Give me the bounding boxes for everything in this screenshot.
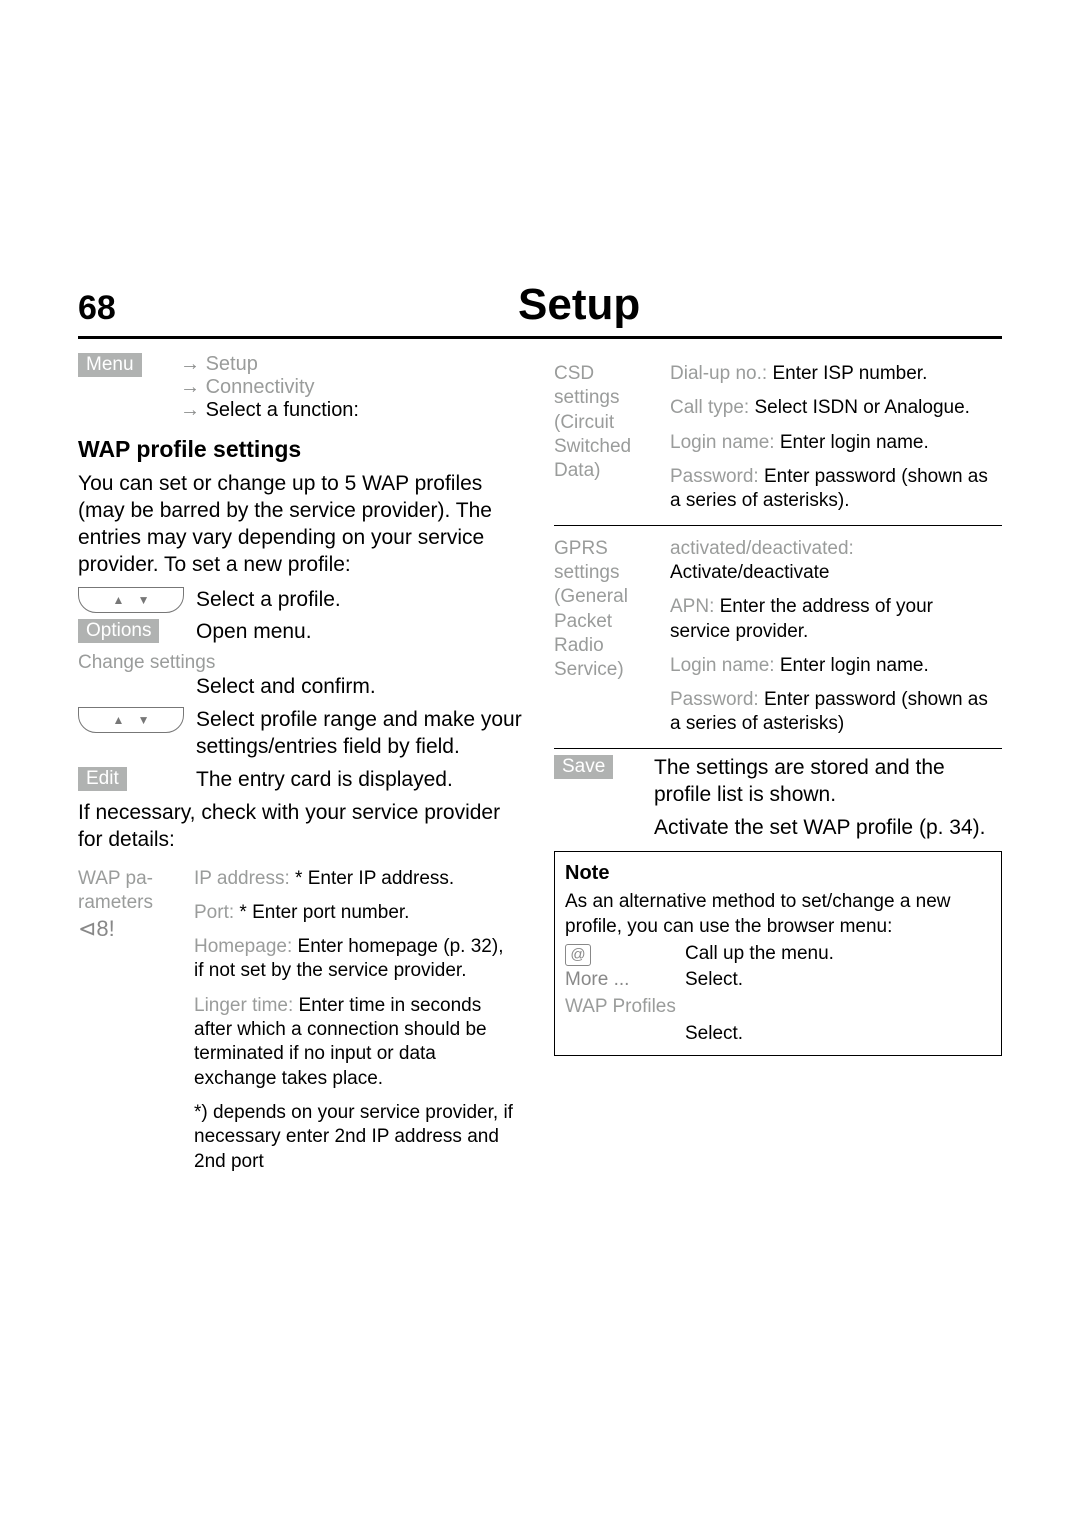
depends-cell: *) depends on your service provider, if … xyxy=(194,1096,526,1179)
csd-password-cell: Password: Enter password (shown as a ser… xyxy=(670,460,1002,519)
menu-path-setup: Setup xyxy=(206,353,258,375)
nav-key-icon: ▲ ▼ xyxy=(78,587,184,613)
step-text: Select profile range and make your setti… xyxy=(196,707,526,761)
port-cell: Port: * Enter port number. xyxy=(194,896,526,930)
gprs-login-cell: Login name: Enter login name. xyxy=(670,649,1002,683)
step-text: Select a profile. xyxy=(196,587,341,614)
gprs-password-cell: Password: Enter password (shown as a ser… xyxy=(670,683,1002,742)
note-intro: As an alternative method to set/change a… xyxy=(565,890,991,939)
step-profile-range: ▲ ▼ Select profile range and make your s… xyxy=(78,707,526,761)
arrow-icon: → xyxy=(180,399,200,421)
note-row-text: Select. xyxy=(685,1022,743,1047)
divider xyxy=(554,748,1002,749)
note-row-menu: @ Call up the menu. xyxy=(565,942,991,967)
step-edit: Edit The entry card is displayed. xyxy=(78,767,526,794)
change-settings-label: Change settings xyxy=(78,652,526,674)
step-text: Select and confirm. xyxy=(196,674,376,701)
intro-text: You can set or change up to 5 WAP profil… xyxy=(78,471,526,579)
save-row: Save The settings are stored and the pro… xyxy=(554,755,1002,809)
linger-cell: Linger time: Enter time in seconds after… xyxy=(194,989,526,1096)
wap-parameters-table: WAP pa- rameters ⊲8! IP address: * Enter… xyxy=(78,862,526,1179)
arrow-icon: → xyxy=(180,376,200,398)
step-open-menu: Options Open menu. xyxy=(78,619,526,646)
activate-row: Activate the set WAP profile (p. 34). xyxy=(554,815,1002,842)
edit-tag: Edit xyxy=(78,767,127,791)
content-columns: Menu → Setup → Connectivity → Select a f… xyxy=(78,353,1002,1179)
step-confirm: Select and confirm. xyxy=(78,674,526,701)
activate-text: Activate the set WAP profile (p. 34). xyxy=(654,815,985,842)
nav-key-icon: ▲ ▼ xyxy=(78,707,184,733)
homepage-cell: Homepage: Enter homepage (p. 32), if not… xyxy=(194,930,526,989)
more-label: More ... xyxy=(565,968,685,993)
wap-params-label: WAP pa- rameters ⊲8! xyxy=(78,862,194,1179)
csd-dial-cell: Dial-up no.: Enter ISP number. xyxy=(670,357,1002,391)
menu-path-connectivity: Connectivity xyxy=(206,376,315,398)
note-row-text: Call up the menu. xyxy=(685,942,834,967)
at-icon: @ xyxy=(565,944,591,966)
csd-table: CSD settings (Circuit Switched Data) Dia… xyxy=(554,357,1002,519)
page-header: 68 Setup xyxy=(78,280,1002,339)
csd-login-cell: Login name: Enter login name. xyxy=(670,426,1002,460)
gprs-activated-cell: activated/deactivated: Activate/deactiva… xyxy=(670,532,1002,591)
options-tag: Options xyxy=(78,619,159,643)
step-text: The entry card is displayed. xyxy=(196,767,453,794)
menu-path-row: Menu → Setup → Connectivity → Select a f… xyxy=(78,353,526,422)
divider xyxy=(554,525,1002,526)
note-title: Note xyxy=(565,860,991,886)
gprs-label: GPRS settings (General Packet Radio Serv… xyxy=(554,532,670,742)
ip-address-cell: IP address: * Enter IP address. xyxy=(194,862,526,896)
page-number: 68 xyxy=(78,289,518,328)
page-title: Setup xyxy=(518,280,640,330)
arrow-icon: → xyxy=(180,353,200,375)
note-row-text: Select. xyxy=(685,968,743,993)
section-title-wap: WAP profile settings xyxy=(78,436,526,463)
note-row-more: More ... Select. xyxy=(565,968,991,993)
menu-tag: Menu xyxy=(78,353,142,377)
provider-icon: ⊲8! xyxy=(78,916,115,941)
outro-text: If necessary, check with your service pr… xyxy=(78,800,526,854)
note-box: Note As an alternative method to set/cha… xyxy=(554,851,1002,1055)
step-select-profile: ▲ ▼ Select a profile. xyxy=(78,587,526,614)
note-row-select: Select. xyxy=(565,1022,991,1047)
right-column: CSD settings (Circuit Switched Data) Dia… xyxy=(554,353,1002,1179)
step-text: Open menu. xyxy=(196,619,312,646)
csd-calltype-cell: Call type: Select ISDN or Analogue. xyxy=(670,391,1002,425)
menu-path-select: Select a function: xyxy=(206,399,359,421)
left-column: Menu → Setup → Connectivity → Select a f… xyxy=(78,353,526,1179)
csd-label: CSD settings (Circuit Switched Data) xyxy=(554,357,670,519)
gprs-table: GPRS settings (General Packet Radio Serv… xyxy=(554,532,1002,742)
wap-profiles-label: WAP Profiles xyxy=(565,995,991,1020)
save-text: The settings are stored and the profile … xyxy=(654,755,1002,809)
gprs-apn-cell: APN: Enter the address of your service p… xyxy=(670,590,1002,649)
save-tag: Save xyxy=(554,755,613,779)
